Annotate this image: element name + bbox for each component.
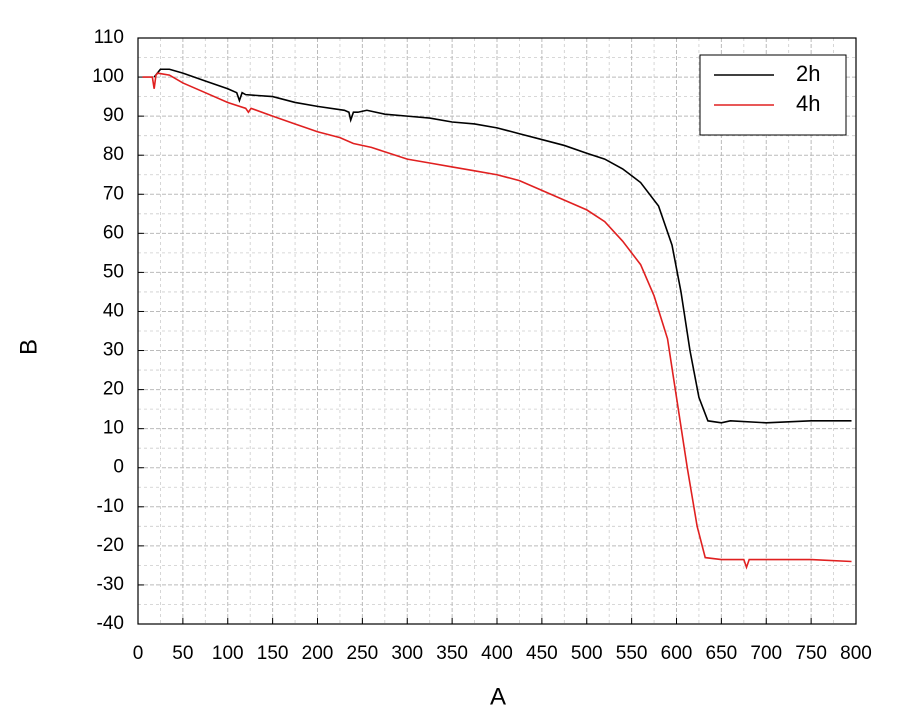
x-tick-label: 800 — [840, 643, 872, 664]
x-tick-label: 400 — [481, 643, 513, 664]
y-tick-label: 100 — [92, 66, 124, 87]
x-tick-label: 150 — [257, 643, 289, 664]
y-tick-label: -10 — [97, 496, 124, 517]
x-tick-label: 550 — [616, 643, 648, 664]
series-line — [142, 72, 852, 570]
y-tick-label: 80 — [103, 144, 124, 165]
y-tick-label: 60 — [103, 222, 124, 243]
x-tick-label: 300 — [391, 643, 423, 664]
x-tick-label: 0 — [133, 643, 144, 664]
x-tick-label: 350 — [436, 643, 468, 664]
x-tick-label: 500 — [571, 643, 603, 664]
x-tick-label: 100 — [212, 643, 244, 664]
y-tick-label: -20 — [97, 535, 124, 556]
y-tick-label: 30 — [103, 340, 124, 361]
plot-frame — [137, 37, 857, 625]
y-tick-label: -30 — [97, 574, 124, 595]
y-tick-label: 20 — [103, 379, 124, 400]
y-tick-label: 90 — [103, 105, 124, 126]
x-tick-label: 450 — [526, 643, 558, 664]
y-axis-label: B — [15, 339, 42, 355]
legend-label: 2h — [796, 61, 820, 86]
y-tick-label: 10 — [103, 418, 124, 439]
legend-label: 4h — [796, 91, 820, 116]
x-tick-label: 200 — [302, 643, 334, 664]
y-tick-label: 70 — [103, 183, 124, 204]
y-tick-label: -40 — [97, 613, 124, 634]
y-tick-label: 0 — [113, 457, 124, 478]
x-tick-label: 700 — [750, 643, 782, 664]
x-tick-label: 250 — [347, 643, 379, 664]
x-tick-label: 600 — [661, 643, 693, 664]
y-tick-label: 110 — [94, 27, 124, 48]
y-tick-label: 50 — [103, 261, 124, 282]
series-line — [153, 68, 852, 424]
x-tick-label: 50 — [172, 643, 193, 664]
x-tick-label: 750 — [795, 643, 827, 664]
y-tick-label: 40 — [103, 300, 124, 321]
x-tick-label: 650 — [706, 643, 738, 664]
x-axis-label: A — [490, 683, 506, 710]
legend-box — [699, 54, 847, 136]
